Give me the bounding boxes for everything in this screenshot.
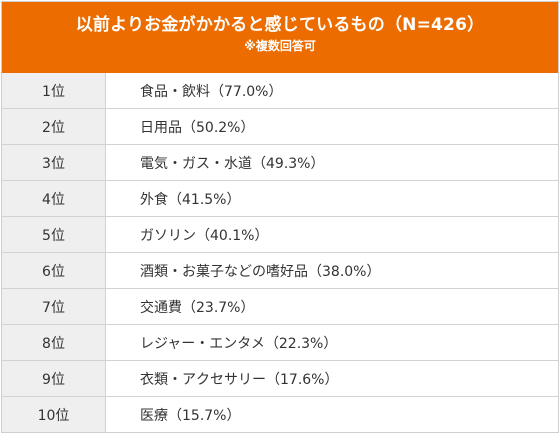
item-cell: 食品・飲料（77.0%） — [140, 83, 283, 100]
item-cell: 酒類・お菓子などの嗜好品（38.0%） — [140, 263, 381, 280]
table-row: 6位 酒類・お菓子などの嗜好品（38.0%） — [2, 252, 558, 288]
table-row: 9位 衣類・アクセサリー（17.6%） — [2, 360, 558, 396]
item-cell: 電気・ガス・水道（49.3%） — [140, 155, 325, 172]
rank-cell: 2位 — [2, 109, 106, 144]
rank-cell: 1位 — [2, 73, 106, 108]
rank-cell: 9位 — [2, 361, 106, 396]
table-row: 8位 レジャー・エンタメ（22.3%） — [2, 324, 558, 360]
rank-cell: 3位 — [2, 145, 106, 180]
rank-cell: 5位 — [2, 217, 106, 252]
item-cell: 日用品（50.2%） — [140, 119, 255, 136]
table-row: 1位 食品・飲料（77.0%） — [2, 73, 558, 108]
item-cell: 医療（15.7%） — [140, 407, 241, 424]
rank-cell: 8位 — [2, 325, 106, 360]
table-title: 以前よりお金がかかると感じているもの（N=426） — [75, 15, 485, 35]
table-row: 3位 電気・ガス・水道（49.3%） — [2, 144, 558, 180]
table-row: 10位 医療（15.7%） — [2, 396, 558, 432]
item-cell: 外食（41.5%） — [140, 191, 241, 208]
table-header: 以前よりお金がかかると感じているもの（N=426） ※複数回答可 — [2, 2, 558, 73]
table-row: 4位 外食（41.5%） — [2, 180, 558, 216]
rank-cell: 4位 — [2, 181, 106, 216]
table-body: 1位 食品・飲料（77.0%） 2位 日用品（50.2%） 3位 電気・ガス・水… — [2, 73, 558, 432]
table-note: ※複数回答可 — [244, 39, 316, 53]
rank-cell: 10位 — [2, 397, 106, 432]
rank-cell: 6位 — [2, 253, 106, 288]
item-cell: レジャー・エンタメ（22.3%） — [140, 335, 338, 352]
item-cell: 衣類・アクセサリー（17.6%） — [140, 371, 339, 388]
item-cell: 交通費（23.7%） — [140, 299, 255, 316]
table-row: 2位 日用品（50.2%） — [2, 108, 558, 144]
table-row: 5位 ガソリン（40.1%） — [2, 216, 558, 252]
rank-cell: 7位 — [2, 289, 106, 324]
item-cell: ガソリン（40.1%） — [140, 227, 269, 244]
table-row: 7位 交通費（23.7%） — [2, 288, 558, 324]
